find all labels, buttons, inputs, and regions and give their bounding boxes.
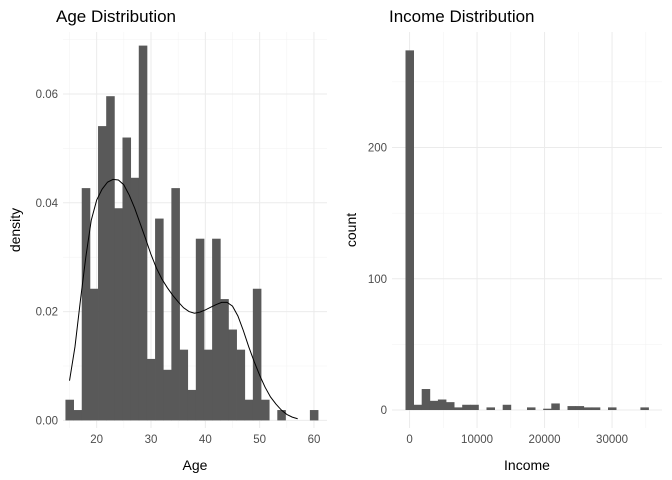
income-histogram-bar <box>527 407 536 411</box>
age-x-axis-label: Age <box>183 457 208 473</box>
age-histogram-bar <box>203 349 213 421</box>
income-histogram-bar <box>583 407 593 411</box>
age-histogram-bar <box>212 238 221 421</box>
age-histogram-bar <box>261 399 270 421</box>
income-y-axis-label: count <box>343 213 359 247</box>
age-histogram-bar <box>146 358 156 421</box>
income-y-tick-label: 100 <box>368 274 387 286</box>
income-chart-title: Income Distribution <box>389 7 535 26</box>
income-histogram-bar <box>502 404 512 411</box>
age-x-tick-label: 20 <box>90 434 103 446</box>
income-histogram-bar <box>543 408 552 411</box>
age-density-curve <box>69 178 298 420</box>
age-histogram-bar <box>277 410 286 421</box>
income-histogram-bar <box>551 403 560 411</box>
income-histogram-bar <box>405 50 414 411</box>
age-histogram-bar <box>89 288 99 421</box>
income-histogram-bar <box>437 399 447 411</box>
income-grid <box>392 32 662 428</box>
age-histogram-bar <box>122 137 132 421</box>
income-y-tick-label: 0 <box>381 405 387 417</box>
income-histogram-bar <box>413 404 423 411</box>
age-distribution-panel: 20 30 40 50 60 0.00 0.02 0.04 0.06 Age Distribu… <box>7 7 327 473</box>
age-histogram-bar <box>171 188 180 421</box>
age-histogram-bar <box>236 349 246 421</box>
age-histogram-bar <box>163 369 172 421</box>
age-histogram-bar <box>114 208 123 421</box>
age-chart-title: Age Distribution <box>56 7 176 26</box>
age-y-tick-label: 0.00 <box>36 415 58 427</box>
income-histogram-bar <box>446 402 455 411</box>
income-x-tick-label: 30000 <box>596 434 628 446</box>
age-bars <box>65 45 319 421</box>
age-x-tick-label: 30 <box>145 434 158 446</box>
age-histogram-bar <box>73 410 83 421</box>
age-histogram-bar <box>98 126 107 421</box>
age-histogram-bar <box>130 177 140 421</box>
income-histogram-bar <box>567 406 576 411</box>
age-x-tick-label: 50 <box>253 434 266 446</box>
age-histogram-bar <box>179 349 189 421</box>
income-histogram-bar <box>421 389 431 411</box>
income-y-ticks: 0 100 200 <box>368 143 387 418</box>
income-x-tick-label: 0 <box>406 434 412 446</box>
age-y-ticks: 0.00 0.02 0.04 0.06 <box>36 89 59 427</box>
income-x-axis-label: Income <box>504 457 550 473</box>
age-x-tick-label: 60 <box>308 434 321 446</box>
income-histogram-bar <box>640 407 649 411</box>
age-x-tick-label: 40 <box>199 434 212 446</box>
income-histogram-bar <box>429 400 439 411</box>
income-histogram-bar <box>454 407 463 411</box>
age-x-ticks: 20 30 40 50 60 <box>90 434 320 446</box>
income-y-tick-label: 200 <box>368 143 387 155</box>
income-histogram-bar <box>608 407 617 411</box>
age-density-curve-group <box>69 178 298 420</box>
age-y-tick-label: 0.04 <box>36 198 59 210</box>
income-x-tick-label: 10000 <box>461 434 493 446</box>
age-histogram-bar <box>106 96 115 421</box>
income-histogram-bar <box>575 406 585 411</box>
income-x-tick-label: 20000 <box>529 434 561 446</box>
age-histogram-bar <box>195 238 205 421</box>
income-histogram-bar <box>470 404 479 411</box>
income-histogram-bar <box>591 407 601 411</box>
age-histogram-bar <box>244 399 254 421</box>
age-y-tick-label: 0.06 <box>36 89 58 101</box>
age-histogram-bar <box>81 188 91 421</box>
age-histogram-bar <box>309 410 319 421</box>
age-y-axis-label: density <box>7 208 23 252</box>
age-histogram-bar <box>65 399 74 421</box>
income-histogram-bar <box>486 407 495 411</box>
income-x-ticks: 0 10000 20000 30000 <box>406 434 628 446</box>
age-histogram-bar <box>220 299 229 421</box>
income-bars <box>405 50 649 411</box>
age-histogram-bar <box>228 329 237 421</box>
age-histogram-bar <box>252 288 262 421</box>
age-histogram-bar <box>187 389 197 421</box>
income-distribution-panel: 0 10000 20000 30000 0 100 200 Income Distribu… <box>343 7 662 473</box>
age-histogram-bar <box>155 218 164 421</box>
age-y-tick-label: 0.02 <box>36 307 58 319</box>
income-histogram-bar <box>462 404 471 411</box>
